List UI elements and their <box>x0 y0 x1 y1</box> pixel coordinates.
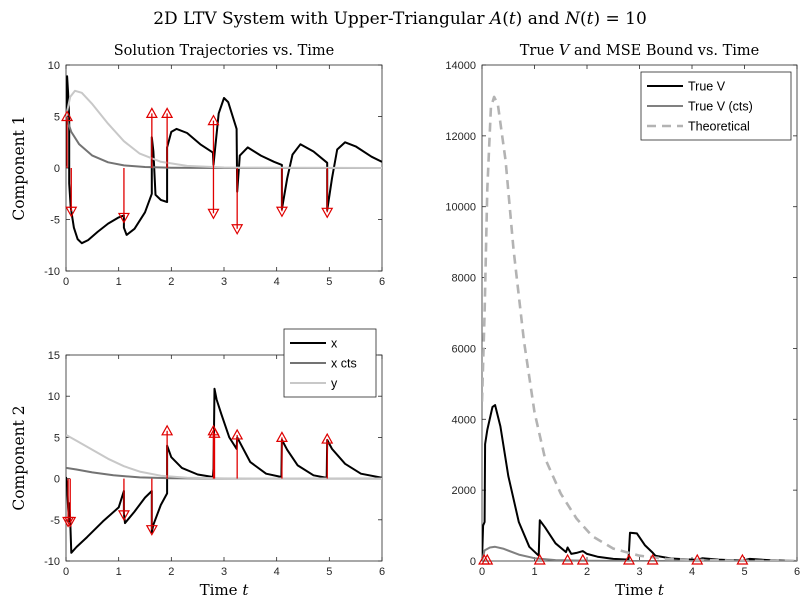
x-tick-label: 2 <box>584 566 590 578</box>
series-line-x-cts <box>66 116 382 169</box>
series-line-theoretical <box>482 95 797 561</box>
chart-component-1: 0 1 2 3 4 5 6 -10 -5 0 5 10 Solution Trajectories vs… <box>10 43 385 288</box>
event-marker <box>533 553 546 565</box>
y-tick-label: 2000 <box>452 485 476 497</box>
y-tick-label: 12000 <box>445 131 476 143</box>
event-marker <box>321 207 334 219</box>
x-tick-label: 5 <box>326 276 332 288</box>
y-tick-label: 14000 <box>445 60 476 72</box>
event-marker <box>646 553 659 565</box>
figure-title: 2D LTV System with Upper-Triangular A(t)… <box>153 9 647 29</box>
event-marker <box>321 432 334 444</box>
event-marker <box>561 553 574 565</box>
x-tick-label: 1 <box>116 566 122 578</box>
x-tick-label: 1 <box>531 566 537 578</box>
x-tick-label: 0 <box>63 276 69 288</box>
legend-label: y <box>331 377 338 391</box>
chart-true-v: 0 1 2 3 4 5 6 0 2000 4000 6000 8000 10000 12000 14000 T… <box>445 43 800 599</box>
y-axis-label: Component 1 <box>10 115 28 220</box>
chart-title: Solution Trajectories vs. Time <box>114 43 334 59</box>
y-axis-label: Component 2 <box>10 405 28 510</box>
event-marker <box>275 431 288 442</box>
event-marker <box>231 224 244 236</box>
y-tick-label: 0 <box>54 474 60 486</box>
legend: True V True V (cts) Theoretical <box>640 71 792 141</box>
y-tick-label: 5 <box>54 432 60 444</box>
event-marker <box>65 206 78 218</box>
y-tick-label: 6000 <box>452 343 476 355</box>
x-tick-label: 4 <box>274 566 280 578</box>
y-tick-label: -5 <box>50 515 60 527</box>
legend-label: True V <box>688 80 726 94</box>
x-tick-label: 6 <box>794 566 800 578</box>
event-marker <box>61 110 74 122</box>
x-tick-label: 6 <box>379 276 385 288</box>
chart-component-2: 0 1 2 3 4 5 6 -10 -5 0 5 10 15 Component 2 Time t x x ct… <box>10 328 385 599</box>
event-marker <box>161 107 174 119</box>
event-marker <box>736 553 749 565</box>
x-axis-label: Time t <box>200 581 250 599</box>
x-tick-label: 0 <box>479 566 485 578</box>
event-marker <box>231 428 244 440</box>
y-tick-label: -5 <box>50 215 60 227</box>
legend-label: Theoretical <box>688 120 750 134</box>
event-marker <box>576 553 589 565</box>
event-marker <box>208 427 221 438</box>
y-tick-label: 10 <box>48 60 60 72</box>
y-tick-label: -10 <box>44 556 60 568</box>
event-marker <box>207 114 220 126</box>
x-tick-label: 2 <box>168 276 174 288</box>
plot-area <box>481 64 798 562</box>
series-line-y <box>66 434 382 480</box>
x-tick-label: 3 <box>221 566 227 578</box>
event-marker <box>481 553 494 565</box>
series-group <box>66 387 382 554</box>
event-marker <box>275 206 288 218</box>
event-marker <box>622 553 636 565</box>
legend-label: True V (cts) <box>688 100 753 114</box>
x-axis-label: Time t <box>615 581 665 599</box>
x-tick-label: 6 <box>379 566 385 578</box>
x-tick-label: 5 <box>741 566 747 578</box>
y-tick-label: 10 <box>48 391 60 403</box>
y-tick-label: 0 <box>470 556 476 568</box>
x-tick-label: 3 <box>636 566 642 578</box>
event-marker <box>161 424 174 436</box>
series-line-true-v-cts <box>482 545 797 561</box>
legend-label: x <box>331 337 338 351</box>
x-tick-label: 4 <box>689 566 695 578</box>
y-tick-label: 5 <box>54 112 60 124</box>
series-line-x <box>66 387 382 554</box>
x-tick-label: 0 <box>63 566 69 578</box>
event-marker <box>145 525 158 536</box>
y-tick-label: 15 <box>48 350 60 362</box>
y-tick-label: -10 <box>44 266 60 278</box>
event-marker <box>207 208 220 220</box>
series-line-y <box>66 89 382 169</box>
chart-title: True V and MSE Bound vs. Time <box>520 43 760 59</box>
x-tick-label: 2 <box>168 566 174 578</box>
event-marker <box>691 553 704 565</box>
y-tick-label: 10000 <box>445 202 476 214</box>
series-group <box>482 95 797 561</box>
legend: x x cts y <box>283 328 377 398</box>
series-group <box>66 75 382 245</box>
x-tick-label: 3 <box>221 276 227 288</box>
x-tick-label: 4 <box>274 276 280 288</box>
y-tick-label: 0 <box>54 163 60 175</box>
legend-label: x cts <box>331 357 357 371</box>
event-marker <box>117 510 130 522</box>
series-line-x <box>66 75 382 245</box>
event-marker <box>64 516 77 528</box>
y-tick-label: 8000 <box>452 273 476 285</box>
x-tick-label: 1 <box>116 276 122 288</box>
event-marker <box>117 212 130 224</box>
y-tick-label: 4000 <box>452 414 476 426</box>
x-tick-label: 5 <box>326 566 332 578</box>
event-marker <box>145 107 158 119</box>
